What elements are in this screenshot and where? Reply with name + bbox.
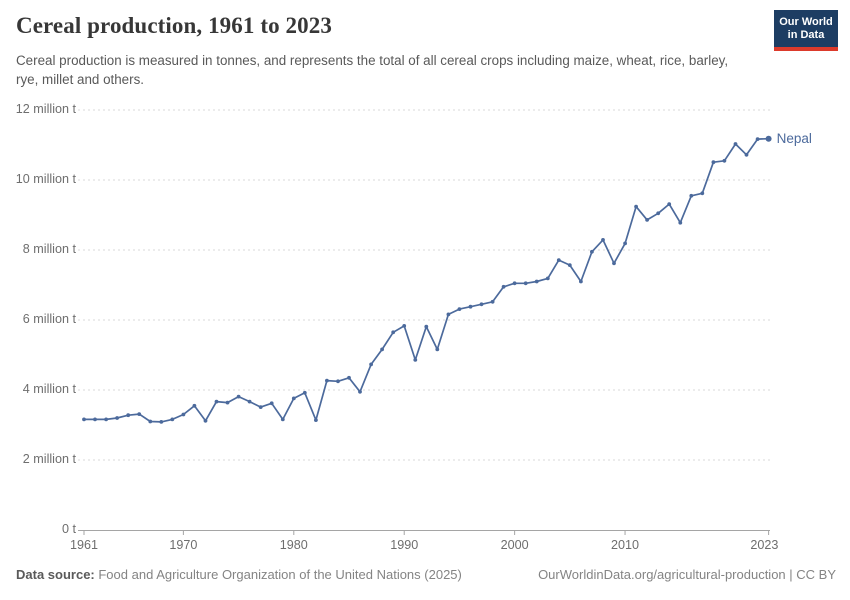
data-point-marker[interactable] [656, 211, 661, 216]
x-axis-tick-label: 2023 [750, 538, 779, 552]
data-point-marker[interactable] [247, 399, 252, 404]
footer-link: OurWorldinData.org/agricultural-producti… [538, 567, 836, 582]
data-point-marker[interactable] [711, 160, 716, 165]
x-axis-tick-label: 1961 [69, 538, 99, 552]
chart-subtitle: Cereal production is measured in tonnes,… [16, 53, 729, 88]
data-point-marker[interactable] [269, 401, 274, 406]
data-point-marker[interactable] [755, 137, 760, 142]
data-point-marker[interactable] [280, 417, 285, 422]
data-point-marker[interactable] [534, 279, 539, 284]
data-point-marker[interactable] [369, 362, 373, 367]
owid-logo-accent-bar [774, 47, 838, 51]
data-point-marker[interactable] [545, 276, 550, 281]
data-point-marker[interactable] [623, 241, 627, 246]
data-point-marker[interactable] [291, 396, 296, 401]
y-axis-tick-label: 10 million t [15, 172, 76, 186]
footer: Data source: Food and Agriculture Organi… [16, 567, 836, 582]
data-point-marker[interactable] [512, 281, 517, 286]
data-point-marker[interactable] [104, 417, 108, 422]
data-source-value: Food and Agriculture Organization of the… [94, 567, 462, 582]
data-point-marker[interactable] [765, 135, 772, 142]
data-point-marker[interactable] [159, 420, 164, 424]
data-point-marker[interactable] [678, 220, 683, 225]
x-axis-tick-label: 2010 [611, 538, 640, 552]
data-point-marker[interactable] [336, 379, 340, 384]
y-axis-tick-label: 8 million t [22, 242, 76, 256]
owid-logo: Our World in Data [774, 10, 838, 51]
y-axis-tick-label: 6 million t [22, 312, 76, 326]
x-axis-tick-label: 1980 [279, 538, 308, 552]
data-point-marker[interactable] [181, 412, 186, 417]
y-axis-tick-label: 0 t [61, 522, 76, 536]
data-point-marker[interactable] [567, 263, 572, 267]
data-point-marker[interactable] [137, 412, 142, 416]
data-point-marker[interactable] [203, 418, 208, 423]
y-axis-tick-label: 4 million t [22, 382, 76, 396]
data-point-marker[interactable] [402, 324, 407, 328]
data-point-marker[interactable] [391, 330, 396, 335]
data-point-marker[interactable] [413, 358, 418, 362]
data-point-marker[interactable] [722, 158, 727, 163]
x-axis-tick-label: 1970 [169, 538, 198, 552]
series-label-nepal[interactable]: Nepal [776, 130, 812, 146]
data-source-label: Data source: [16, 567, 95, 582]
data-point-marker[interactable] [325, 378, 329, 383]
data-point-marker[interactable] [667, 202, 672, 207]
data-point-marker[interactable] [126, 413, 131, 418]
data-point-marker[interactable] [258, 405, 263, 409]
data-point-marker[interactable] [523, 281, 528, 286]
data-point-marker[interactable] [744, 152, 749, 157]
data-point-marker[interactable] [380, 347, 384, 352]
data-point-marker[interactable] [733, 142, 738, 146]
data-point-marker[interactable] [634, 204, 638, 209]
data-point-marker[interactable] [590, 249, 594, 254]
data-point-marker[interactable] [579, 279, 583, 284]
data-point-marker[interactable] [302, 390, 307, 395]
data-point-marker[interactable] [192, 403, 197, 408]
data-point-marker[interactable] [148, 419, 153, 424]
data-point-marker[interactable] [115, 416, 119, 420]
data-point-marker[interactable] [468, 304, 473, 309]
data-source-note: Data source: Food and Agriculture Organi… [16, 567, 462, 582]
data-point-marker[interactable] [314, 418, 318, 422]
line-series-nepal[interactable] [83, 137, 770, 423]
data-point-marker[interactable] [358, 389, 362, 394]
data-point-marker[interactable] [446, 312, 451, 317]
data-point-marker[interactable] [700, 191, 705, 196]
data-point-marker[interactable] [225, 400, 230, 405]
data-point-marker[interactable] [347, 375, 351, 380]
data-point-marker[interactable] [170, 417, 175, 422]
data-point-marker[interactable] [457, 307, 462, 311]
owid-logo-text: Our World in Data [774, 10, 838, 47]
data-point-marker[interactable] [93, 417, 97, 422]
x-axis-tick-label: 2000 [500, 538, 529, 552]
y-axis-tick-label: 12 million t [15, 102, 76, 116]
page-title: Cereal production, 1961 to 2023 [16, 13, 332, 38]
data-point-marker[interactable] [435, 347, 440, 352]
data-point-marker[interactable] [479, 302, 484, 307]
data-point-marker[interactable] [689, 193, 694, 198]
data-point-marker[interactable] [612, 261, 616, 266]
y-axis-tick-label: 2 million t [22, 452, 76, 466]
data-point-marker[interactable] [490, 299, 495, 304]
data-point-marker[interactable] [501, 284, 506, 289]
x-axis-tick-label: 1990 [390, 538, 419, 552]
data-point-marker[interactable] [424, 324, 429, 329]
data-point-marker[interactable] [236, 394, 241, 399]
data-point-marker[interactable] [645, 218, 649, 222]
data-point-marker[interactable] [214, 399, 219, 404]
data-point-marker[interactable] [82, 417, 86, 422]
data-point-marker[interactable] [556, 258, 561, 262]
data-point-marker[interactable] [601, 238, 605, 242]
